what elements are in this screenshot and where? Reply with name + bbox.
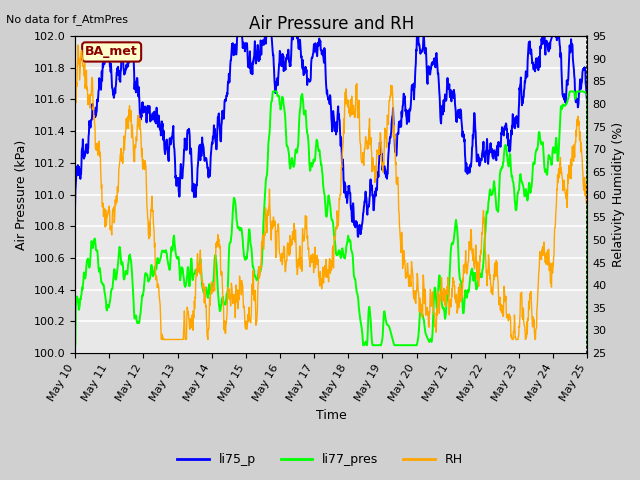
Text: No data for f_AtmPres: No data for f_AtmPres — [6, 14, 129, 25]
Legend: li75_p, li77_pres, RH: li75_p, li77_pres, RH — [172, 448, 468, 471]
Title: Air Pressure and RH: Air Pressure and RH — [248, 15, 414, 33]
Y-axis label: Relativity Humidity (%): Relativity Humidity (%) — [612, 122, 625, 267]
X-axis label: Time: Time — [316, 409, 347, 422]
Y-axis label: Air Pressure (kPa): Air Pressure (kPa) — [15, 139, 28, 250]
Text: BA_met: BA_met — [85, 46, 138, 59]
